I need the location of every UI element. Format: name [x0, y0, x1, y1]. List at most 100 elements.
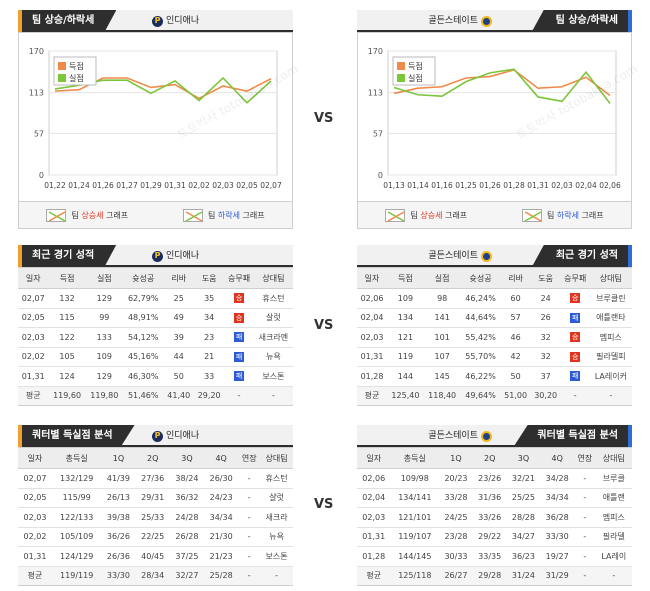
home-team-name: 인디애나	[166, 16, 200, 26]
table-row: 02,04 134/141 33/28 31/36 25/25 34/34- 애틀랜	[357, 488, 632, 508]
table-row: 02,02 105 109 45,16% 44 21 패 뉴욕	[18, 347, 293, 367]
table-cell: 승	[224, 308, 254, 328]
table-cell: 패	[224, 327, 254, 348]
warriors-logo-icon	[481, 250, 492, 262]
table-cell: 60	[500, 288, 531, 309]
away-quarter-title: 쿼터별 득실점 분석	[513, 425, 632, 447]
table-cell: 필라델피	[589, 347, 632, 367]
x-tick-label: 02,06	[599, 181, 621, 190]
table-cell: 26/36	[101, 546, 136, 567]
table-cell: 50	[163, 366, 194, 387]
table-cell: LA레이	[595, 546, 632, 567]
column-header: 득점	[387, 267, 424, 289]
table-cell: 141	[423, 308, 461, 328]
table-cell: 23/28	[439, 527, 473, 547]
average-cell: 119/119	[52, 566, 102, 586]
home-trend-header: 팀 상승/하락세 P 인디애나	[18, 10, 293, 32]
table-cell: 37	[530, 366, 561, 387]
table-cell: 132/129	[52, 468, 102, 489]
column-header: 일자	[18, 267, 49, 289]
table-cell: 02,03	[18, 507, 52, 528]
table-cell: 39	[163, 327, 194, 348]
table-cell: 승	[560, 327, 590, 348]
table-cell: 01,28	[357, 366, 388, 387]
average-cell: 평균	[18, 386, 49, 406]
table-cell: 107	[423, 347, 461, 367]
result-badge: 승	[570, 332, 581, 343]
table-cell: 새크라	[260, 507, 293, 528]
x-tick-label: 01,25	[455, 181, 477, 190]
x-tick-label: 02,04	[575, 181, 597, 190]
table-cell: 133	[85, 327, 123, 348]
column-header: 도움	[193, 267, 225, 289]
result-badge: 승	[234, 293, 245, 304]
column-header: 연장	[574, 447, 596, 469]
x-tick-label: 01,31	[164, 181, 186, 190]
average-cell: -	[224, 386, 254, 406]
away-trend-title: 팀 상승/하락세	[531, 10, 632, 32]
table-cell: 애틀랜타	[589, 308, 632, 328]
vs-label: VS	[314, 497, 334, 512]
table-cell: 02,02	[18, 527, 52, 547]
table-row: 02,03 121 101 55,42% 46 32 승 멤피스	[357, 327, 632, 348]
table-cell: 31/36	[472, 488, 507, 508]
home-recent-table: 일자 득점 실점 슛성공 리바 도움 승무패 상대팀 02,07 132 129 62,79% 25 3…	[18, 267, 293, 406]
table-cell: 34/34	[540, 488, 575, 508]
table-cell: 01,31	[357, 527, 391, 547]
table-cell: 뉴욕	[260, 527, 293, 547]
table-cell: 02,04	[357, 308, 388, 328]
table-row: 01,31 119/107 23/28 29/22 34/27 33/30- 필라델	[357, 527, 632, 547]
legend-label: 실점	[408, 73, 423, 83]
table-cell: 승	[560, 288, 590, 309]
table-cell: 33/26	[472, 507, 507, 528]
table-row: 02,03 122 133 54,12% 39 23 패 새크라멘	[18, 327, 293, 348]
table-cell: 24/25	[439, 507, 473, 528]
table-cell: 55,70%	[460, 347, 501, 367]
table-cell: 115/99	[52, 488, 102, 508]
x-tick-label: 01,27	[116, 181, 138, 190]
home-recent-panel: 최근 경기 성적 P 인디애나 일자 득점 실점 슛성공 리바 도움 승무패 상대팀 02,07…	[18, 245, 293, 406]
column-header: 리바	[163, 267, 194, 289]
table-cell: 101	[423, 327, 461, 348]
table-cell: 새크라멘	[253, 327, 293, 348]
column-header: 총득실	[52, 447, 102, 469]
table-cell: 29/22	[472, 527, 507, 547]
table-cell: 48,91%	[122, 308, 164, 328]
table-cell: 144/145	[390, 546, 440, 567]
average-cell: 29/28	[472, 566, 507, 586]
table-cell: 115	[48, 308, 86, 328]
warriors-logo-icon	[481, 430, 492, 442]
table-cell: 57	[500, 308, 531, 328]
average-cell: 평균	[357, 386, 388, 406]
table-cell: 패	[560, 366, 590, 387]
column-header: 승무패	[224, 267, 254, 289]
table-cell: 33/30	[540, 527, 575, 547]
table-cell: 134	[387, 308, 424, 328]
legend-swatch	[58, 74, 66, 82]
average-cell: 29,20	[193, 386, 225, 406]
column-header: 상대팀	[253, 267, 293, 289]
result-badge: 승	[234, 312, 245, 323]
y-tick-label: 57	[34, 129, 44, 138]
average-cell: 평균	[18, 566, 52, 586]
table-cell: 26/28	[169, 527, 205, 547]
table-cell: 122/133	[52, 507, 102, 528]
pacers-logo-icon: P	[152, 15, 163, 27]
average-cell: 118,40	[423, 386, 461, 406]
table-cell: 02,05	[18, 488, 52, 508]
table-cell: 02,06	[357, 288, 388, 309]
legend-label: 득점	[69, 61, 84, 71]
table-cell: 패	[560, 308, 590, 328]
x-tick-label: 01,29	[140, 181, 162, 190]
table-cell: 24	[530, 288, 561, 309]
average-cell: 25/28	[204, 566, 239, 586]
table-cell: 32/21	[506, 468, 541, 489]
x-tick-label: 02,03	[551, 181, 573, 190]
table-cell: 38/24	[169, 468, 205, 489]
x-tick-label: 01,14	[407, 181, 429, 190]
table-row: 01,28 144 145 46,22% 50 37 패 LA레이커	[357, 366, 632, 387]
table-cell: 브루클린	[589, 288, 632, 309]
column-header: 4Q	[204, 447, 239, 469]
table-cell: 26	[530, 308, 561, 328]
